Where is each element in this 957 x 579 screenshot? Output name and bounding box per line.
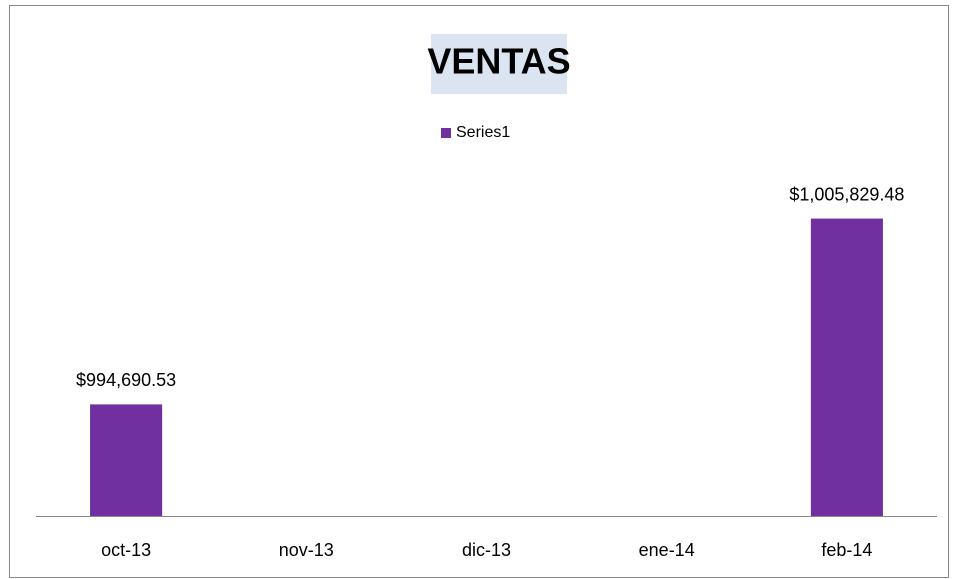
- x-tick-label: oct-13: [101, 540, 151, 560]
- title-background: [431, 34, 567, 94]
- x-tick-label: ene-14: [639, 540, 695, 560]
- x-tick-label: feb-14: [821, 540, 872, 560]
- bar: [90, 404, 163, 516]
- chart-frame: [9, 5, 949, 578]
- data-label: $994,690.53: [76, 370, 176, 390]
- data-label: $1,005,829.48: [789, 184, 904, 204]
- chart-title: VENTAS: [427, 41, 570, 82]
- x-tick-label: nov-13: [279, 540, 334, 560]
- legend-label: Series1: [456, 124, 510, 141]
- legend-swatch: [441, 128, 451, 138]
- x-tick-label: dic-13: [462, 540, 511, 560]
- bar: [810, 218, 883, 517]
